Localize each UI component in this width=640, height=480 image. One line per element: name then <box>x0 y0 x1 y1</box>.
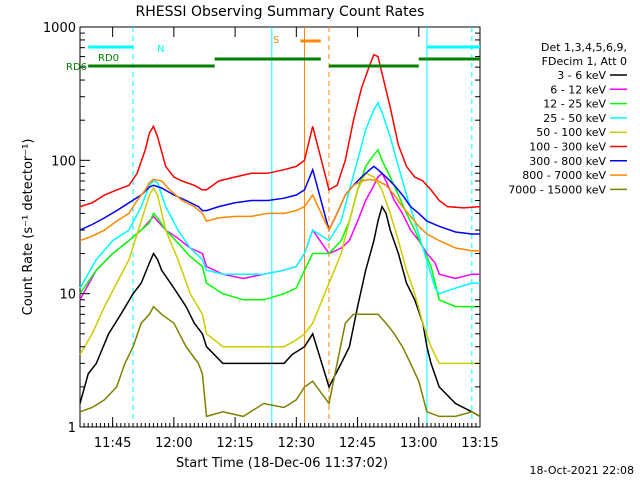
annotations: N RD0 RD6 S <box>66 35 480 73</box>
legend-entry-label: 800 - 7000 keV <box>522 169 606 182</box>
series-line <box>79 53 481 209</box>
series-line <box>79 305 481 418</box>
legend-entry-label: 300 - 800 keV <box>529 155 606 168</box>
series-group <box>79 53 481 418</box>
y-tick-label: 1 <box>68 421 76 436</box>
x-tick-label: 12:00 <box>155 436 192 451</box>
legend-header: Det 1,3,4,5,6,9, <box>541 41 627 54</box>
legend-entry-label: 7000 - 15000 keV <box>508 183 606 196</box>
legend-entry-label: 3 - 6 keV <box>557 69 606 82</box>
legend-entry-label: 100 - 300 keV <box>529 141 606 154</box>
annotation-label: S <box>273 35 279 46</box>
legend-entry-label: 25 - 50 keV <box>543 112 606 125</box>
annotation-label: RD0 <box>98 53 119 64</box>
x-tick-label: 13:15 <box>461 436 498 451</box>
y-tick-label: 1000 <box>43 21 76 36</box>
x-tick-label: 12:45 <box>339 436 376 451</box>
series-line <box>79 178 480 252</box>
series-line <box>79 148 480 308</box>
event-markers <box>132 27 473 427</box>
y-tick-label: 100 <box>51 154 76 169</box>
series-line <box>79 101 480 295</box>
series-line <box>79 165 480 235</box>
y-axis-label: Count Rate (s⁻¹ detector⁻¹) <box>21 139 36 316</box>
x-tick-label: 12:15 <box>216 436 253 451</box>
chart-title: RHESSI Observing Summary Count Rates <box>136 4 425 20</box>
legend-entry-label: 6 - 12 keV <box>550 83 606 96</box>
x-tick-label: 13:00 <box>400 436 437 451</box>
annotation-label: N <box>157 44 164 55</box>
legend-entry-label: 50 - 100 keV <box>536 126 606 139</box>
legend: Det 1,3,4,5,6,9,FDecim 1, Att 03 - 6 keV… <box>508 41 627 196</box>
legend-entry-label: 12 - 25 keV <box>543 98 606 111</box>
x-tick-label: 11:45 <box>94 436 131 451</box>
series-line <box>79 172 480 365</box>
axes: 11:45 12:00 12:15 12:30 12:45 13:00 13:15 1 10 10… <box>43 21 499 451</box>
x-axis-label: Start Time (18-Dec-06 11:37:02) <box>176 456 388 471</box>
series-line <box>79 204 481 418</box>
legend-header: FDecim 1, Att 0 <box>542 55 627 68</box>
y-tick-label: 10 <box>59 288 76 303</box>
annotation-label: RD6 <box>66 62 87 73</box>
timestamp: 18-Oct-2021 22:08 <box>530 464 634 477</box>
x-tick-label: 12:30 <box>278 436 315 451</box>
